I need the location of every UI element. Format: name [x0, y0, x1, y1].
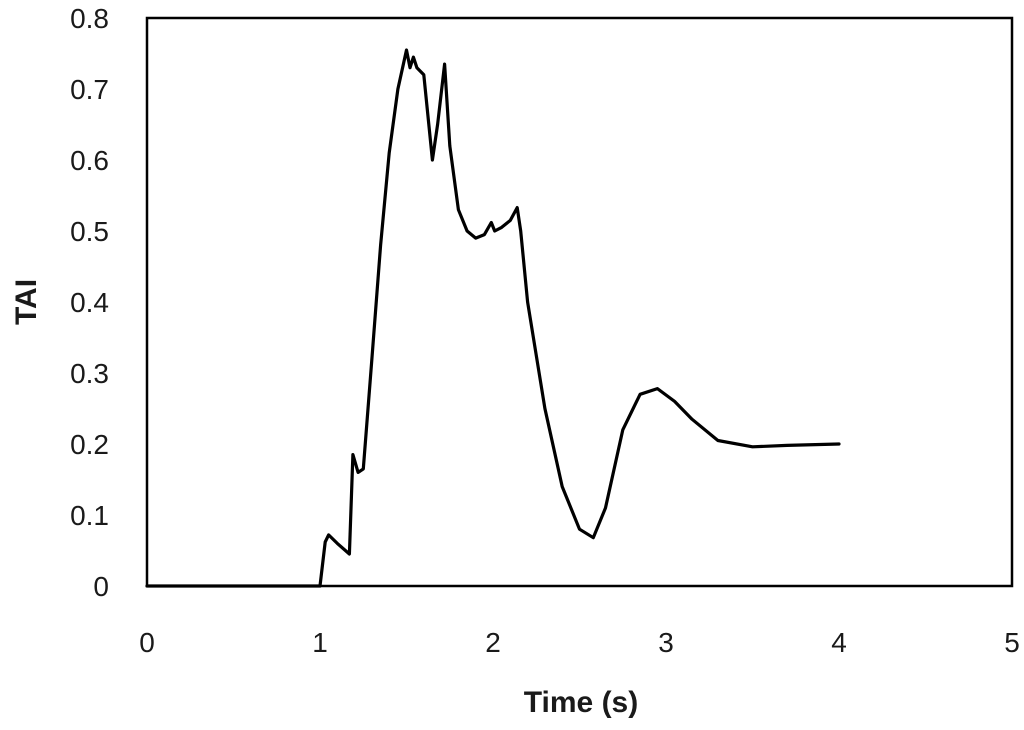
x-axis-label: Time (s): [524, 686, 638, 719]
x-tick-label: 4: [831, 627, 847, 658]
y-tick-label: 0.8: [70, 3, 109, 34]
y-tick-label: 0.2: [70, 429, 109, 460]
y-tick-label: 0.6: [70, 145, 109, 176]
x-tick-label: 3: [658, 627, 674, 658]
y-tick-labels: 0 0.1 0.2 0.3 0.4 0.5 0.6 0.7 0.8: [70, 3, 109, 602]
x-tick-labels: 0 1 2 3 4 5: [139, 627, 1020, 658]
y-tick-label: 0.1: [70, 500, 109, 531]
y-tick-label: 0.5: [70, 216, 109, 247]
y-tick-label: 0.3: [70, 358, 109, 389]
x-tick-label: 0: [139, 627, 155, 658]
x-tick-label: 2: [485, 627, 501, 658]
series-layer: [145, 48, 841, 588]
y-axis-label: TAI: [10, 279, 43, 325]
x-tick-label: 1: [312, 627, 328, 658]
y-tick-label: 0: [93, 571, 109, 602]
plot-frame: [145, 16, 1014, 588]
y-tick-label: 0.4: [70, 287, 109, 318]
x-tick-label: 5: [1004, 627, 1020, 658]
y-tick-label: 0.7: [70, 74, 109, 105]
series-line-tai: [145, 48, 841, 588]
